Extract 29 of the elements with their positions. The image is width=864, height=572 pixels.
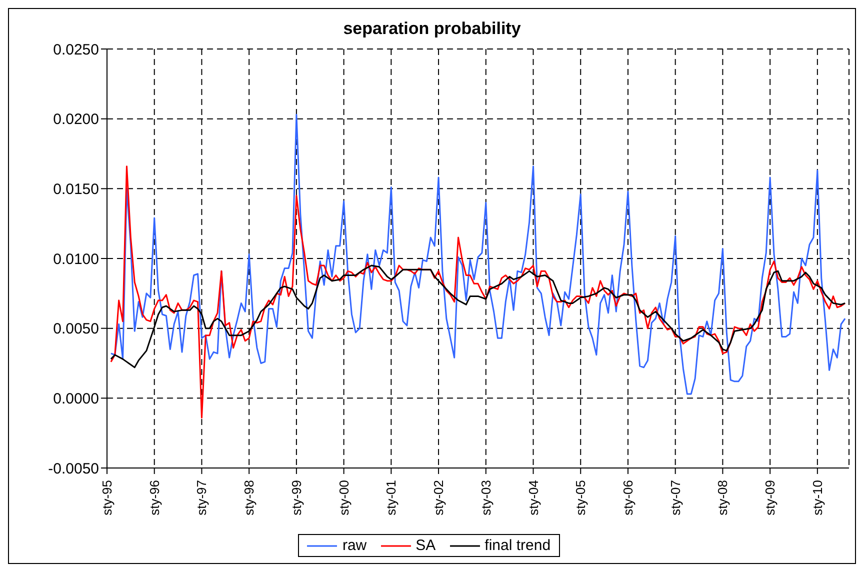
x-tick-label: sty-05 <box>573 480 588 516</box>
y-tick-label: 0.0250 <box>53 41 99 58</box>
y-tick-label: 0.0150 <box>53 180 99 198</box>
x-tick-label: sty-10 <box>810 480 825 516</box>
x-tick-label: sty-98 <box>242 480 257 516</box>
x-tick-label: sty-02 <box>431 480 446 516</box>
legend-label: final trend <box>484 537 551 554</box>
x-tick-label: sty-01 <box>384 480 399 516</box>
x-tick-label: sty-00 <box>336 480 352 516</box>
chart-title: separation probability <box>342 19 522 39</box>
line-series <box>110 114 846 395</box>
legend-label: SA <box>416 537 436 554</box>
y-tick-label: 0.0000 <box>53 390 99 408</box>
legend-label: raw <box>342 537 367 554</box>
x-tick-label: sty-04 <box>526 480 541 516</box>
line-series <box>110 166 846 418</box>
x-tick-label: sty-06 <box>620 480 636 516</box>
x-tick-label: sty-99 <box>288 480 304 516</box>
x-tick-label: sty-96 <box>146 480 162 516</box>
y-tick-label: -0.0050 <box>48 460 99 478</box>
x-tick-label: sty-09 <box>762 480 778 516</box>
x-tick-label: sty-07 <box>668 480 683 516</box>
y-tick-label: 0.0200 <box>53 111 99 128</box>
y-tick-label: 0.0100 <box>53 250 99 268</box>
y-tick-label: 0.0050 <box>53 320 99 338</box>
x-tick-label: sty-08 <box>715 480 730 516</box>
x-tick-label: sty-97 <box>194 480 210 516</box>
x-tick-label: sty-95 <box>100 480 114 516</box>
x-tick-label: sty-03 <box>478 480 494 516</box>
